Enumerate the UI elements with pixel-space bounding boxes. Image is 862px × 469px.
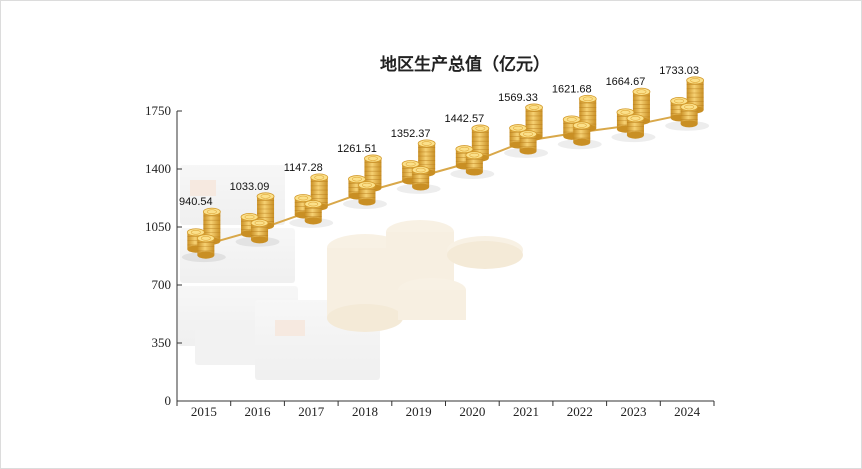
coin-markers: [181, 76, 710, 263]
coin-marker: [289, 173, 334, 228]
coin-marker: [235, 192, 280, 247]
data-label: 1733.03: [659, 65, 699, 77]
data-label: 1147.28: [284, 162, 323, 174]
coin-marker: [181, 207, 226, 263]
data-label: 940.54: [179, 196, 213, 208]
data-label: 1261.51: [337, 143, 377, 155]
y-tick-label: 700: [152, 277, 172, 292]
x-tick-label: 2022: [567, 404, 593, 419]
coin-marker: [396, 139, 441, 194]
data-label: 1442.57: [444, 113, 484, 125]
background-illustration: [178, 165, 523, 380]
coin-marker: [557, 94, 602, 150]
data-label: 1569.33: [498, 92, 538, 104]
y-tick-label: 1750: [145, 103, 171, 118]
x-axis-ticks: 2015 2016 2017 2018 2019 2020 2021 2022 2023 2024: [176, 401, 715, 419]
y-tick-label: 1050: [145, 219, 171, 234]
data-labels: 940.54 1033.09 1147.28 1261.51 1352.37 1442.5…: [179, 65, 699, 208]
x-tick-label: 2024: [674, 404, 701, 419]
x-tick-label: 2019: [406, 404, 432, 419]
coin-marker: [504, 103, 549, 158]
coin-marker: [611, 87, 656, 143]
coin-marker: [342, 154, 387, 209]
data-label: 1664.67: [606, 76, 646, 88]
data-label: 1033.09: [230, 181, 270, 193]
x-tick-label: 2018: [352, 404, 378, 419]
y-tick-label: 1400: [145, 161, 171, 176]
coin-marker: [665, 76, 710, 131]
x-tick-label: 2017: [298, 404, 325, 419]
data-label: 1621.68: [552, 83, 592, 95]
y-tick-label: 350: [152, 335, 172, 350]
data-label: 1352.37: [391, 128, 431, 140]
x-tick-label: 2015: [191, 404, 217, 419]
chart-title: 地区生产总值（亿元）: [380, 55, 550, 75]
x-tick-label: 2020: [459, 404, 485, 419]
coin-marker: [450, 124, 495, 179]
y-tick-label: 0: [165, 393, 172, 408]
x-tick-label: 2016: [245, 404, 272, 419]
x-tick-label: 2023: [620, 404, 646, 419]
series-line: [203, 112, 688, 247]
x-tick-label: 2021: [513, 404, 539, 419]
y-axis-ticks: 0 350 700 1050 1400 1750: [145, 103, 182, 408]
